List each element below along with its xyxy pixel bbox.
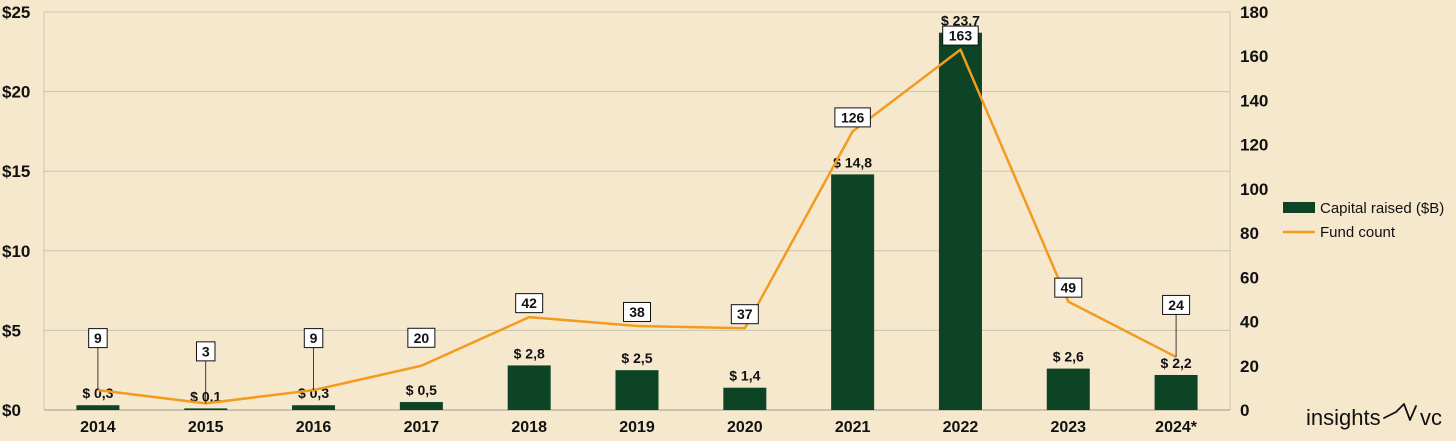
bar-value-label: $ 2,5 (621, 350, 652, 366)
fund-count-polyline (97, 48, 1177, 405)
point-label-box (942, 25, 979, 46)
bar (938, 32, 982, 411)
bar-value-label: $ 23,7 (941, 13, 980, 29)
point-value-label: 24 (1168, 297, 1184, 313)
point-value-label: 126 (841, 109, 865, 125)
bar-value-label: $ 14,8 (833, 154, 872, 170)
point-value-label: 20 (414, 330, 430, 346)
category-label: 2018 (511, 419, 547, 436)
bar-value-label: $ 2,6 (1053, 349, 1084, 365)
point-value-label: 49 (1060, 280, 1076, 296)
point-label-box (623, 301, 651, 322)
point-label-box (303, 328, 324, 349)
left-tick-label: $10 (2, 242, 30, 261)
point-value-label: 42 (521, 295, 537, 311)
category-label: 2023 (1050, 419, 1086, 436)
bar (76, 405, 120, 410)
point-value-label: 9 (94, 330, 102, 346)
right-tick-label: 100 (1240, 180, 1268, 199)
left-tick-label: $15 (2, 162, 30, 181)
bar (1154, 374, 1198, 410)
category-label: 2016 (296, 419, 332, 436)
point-label-box (834, 107, 871, 128)
bar-value-label: $ 2,8 (514, 345, 545, 361)
point-label-box (195, 341, 216, 362)
bar (615, 370, 659, 410)
left-axis-ticks: $0 $5 $10 $15 $20 $25 (2, 3, 30, 420)
brand-mark-icon (1383, 403, 1417, 421)
bar (292, 405, 336, 410)
brand-text-left: insights (1306, 405, 1381, 430)
bar (184, 408, 228, 410)
point-value-label: 38 (629, 304, 645, 320)
point-label-box (515, 293, 544, 314)
category-label: 2024* (1155, 419, 1198, 436)
category-label: 2022 (943, 419, 979, 436)
brand-text-right: vc (1420, 405, 1442, 430)
right-tick-label: 180 (1240, 3, 1268, 22)
bar-value-label: $ 1,4 (729, 368, 760, 384)
point-label-box (88, 328, 108, 349)
bar-value-label: $ 0,3 (82, 385, 113, 401)
bar (399, 402, 443, 410)
right-tick-label: 0 (1240, 401, 1249, 420)
right-tick-label: 20 (1240, 357, 1259, 376)
left-tick-label: $25 (2, 3, 30, 22)
legend: Capital raised ($B) Fund count (1283, 200, 1444, 241)
point-label-box (1054, 277, 1083, 298)
bar-value-label: $ 0,5 (406, 382, 437, 398)
gridlines (43, 11, 1231, 411)
category-label: 2015 (188, 419, 224, 436)
bar (1046, 368, 1090, 410)
left-tick-label: $20 (2, 83, 30, 102)
right-tick-label: 140 (1240, 91, 1268, 110)
legend-label-capital: Capital raised ($B) (1320, 200, 1444, 217)
left-tick-label: $5 (2, 321, 21, 340)
category-label: 2017 (404, 419, 440, 436)
fund-count-line (97, 48, 1177, 405)
bar (507, 365, 551, 410)
legend-swatch-capital (1283, 202, 1315, 213)
point-value-label: 3 (202, 343, 210, 359)
category-label: 2020 (727, 419, 763, 436)
right-tick-label: 120 (1240, 136, 1268, 155)
point-label-box (730, 304, 759, 325)
category-label: 2021 (835, 419, 871, 436)
right-tick-label: 80 (1240, 224, 1259, 243)
brand-logo: insights vc (1306, 403, 1442, 430)
bars (76, 32, 1198, 411)
bar (831, 174, 875, 410)
category-labels: 2014 2015 2016 2017 2018 2019 2020 2021 2022 2023… (80, 419, 1198, 436)
point-label-box (407, 327, 436, 348)
category-label: 2019 (619, 419, 655, 436)
legend-label-fund-count: Fund count (1320, 224, 1396, 241)
category-label: 2014 (80, 419, 116, 436)
right-axis-ticks: 0 20 40 60 80 100 120 140 160 180 (1240, 3, 1268, 420)
right-tick-label: 160 (1240, 47, 1268, 66)
bar (723, 387, 767, 410)
bar-labels: $ 0,3 $ 0,1 $ 0,3 $ 0,5$ 2,8 $ 2,5$ 1,4$ 14,… (82, 13, 1192, 405)
right-tick-label: 40 (1240, 313, 1259, 332)
fund-count-labels: 9 3 9 20 42 38 37 126 163 49 24 (88, 25, 1191, 404)
point-label-box (1162, 294, 1191, 315)
left-tick-label: $0 (2, 401, 21, 420)
right-tick-label: 60 (1240, 268, 1259, 287)
point-value-label: 9 (310, 330, 318, 346)
bar-value-label: $ 2,2 (1161, 355, 1192, 371)
point-value-label: 37 (737, 306, 753, 322)
point-value-label: 163 (949, 28, 973, 44)
